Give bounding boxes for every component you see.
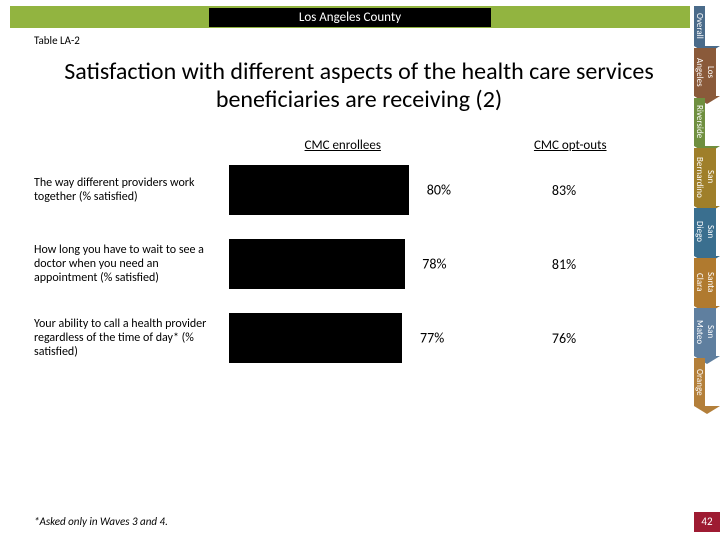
bar-area: 80% xyxy=(229,165,454,215)
optout-value: 81% xyxy=(454,256,674,273)
optout-value: 83% xyxy=(454,182,674,199)
page-title: Satisfaction with different aspects of t… xyxy=(44,58,674,114)
chart-row: The way different providers work togethe… xyxy=(34,157,684,223)
tab-overall[interactable]: Overall xyxy=(694,6,705,46)
page-number: 42 xyxy=(694,512,720,532)
optout-value: 76% xyxy=(454,330,674,347)
tab-santa-clara[interactable]: Santa Clara xyxy=(694,258,716,306)
footnote: *Asked only in Waves 3 and 4. xyxy=(34,515,168,528)
header-county: Los Angeles County xyxy=(209,8,491,27)
chart-row: How long you have to wait to see a docto… xyxy=(34,231,684,297)
column-headers: CMC enrollees CMC opt-outs xyxy=(34,138,684,153)
bar-value: 80% xyxy=(427,182,451,199)
bar-area: 77% xyxy=(229,313,454,363)
bar: 77% xyxy=(229,313,402,363)
header-bar: Los Angeles County xyxy=(10,6,690,28)
bar-area: 78% xyxy=(229,239,454,289)
row-label: The way different providers work togethe… xyxy=(34,176,229,204)
col-enrollees: CMC enrollees xyxy=(229,138,457,153)
tab-riverside[interactable]: Riverside xyxy=(694,98,705,146)
table-id: Table LA-2 xyxy=(34,34,80,47)
col-optouts: CMC opt-outs xyxy=(457,138,685,153)
tab-san-bernardino[interactable]: San Bernardino xyxy=(694,148,716,206)
tab-orange[interactable]: Orange xyxy=(694,358,705,406)
bar-value: 77% xyxy=(420,330,444,347)
side-tabs: Overall Los Angeles Riverside San Bernar… xyxy=(694,6,720,408)
row-label: Your ability to call a health provider r… xyxy=(34,317,229,359)
bar-value: 78% xyxy=(422,256,446,273)
bar: 80% xyxy=(229,165,409,215)
tab-los-angeles[interactable]: Los Angeles xyxy=(694,48,716,96)
chart-row: Your ability to call a health provider r… xyxy=(34,305,684,371)
tab-san-mateo[interactable]: San Mateo xyxy=(694,308,716,356)
row-label: How long you have to wait to see a docto… xyxy=(34,243,229,285)
chart-area: CMC enrollees CMC opt-outs The way diffe… xyxy=(34,138,684,379)
tab-san-diego[interactable]: San Diego xyxy=(694,208,716,256)
bar: 78% xyxy=(229,239,405,289)
